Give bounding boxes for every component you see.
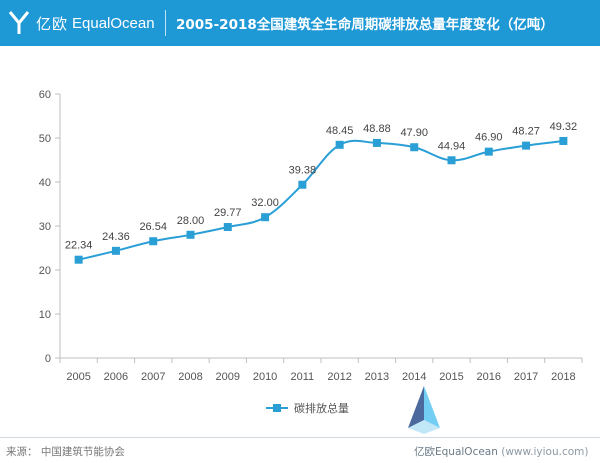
header-divider xyxy=(165,10,166,36)
x-tick-label: 2008 xyxy=(178,371,202,383)
data-point-marker xyxy=(261,213,270,222)
chart-title: 2005-2018全国建筑全生命周期碳排放总量年度变化（亿吨） xyxy=(176,17,554,33)
data-label: 22.34 xyxy=(65,240,93,252)
y-tick-label: 10 xyxy=(39,309,51,321)
y-tick-label: 20 xyxy=(39,265,51,277)
x-tick-label: 2007 xyxy=(141,371,165,383)
x-tick-label: 2010 xyxy=(253,371,277,383)
data-point-marker xyxy=(335,140,344,149)
data-label: 48.45 xyxy=(326,125,354,137)
data-point-marker xyxy=(149,237,158,246)
data-label: 47.90 xyxy=(400,127,428,139)
brand-logo[interactable]: 亿欧 EqualOcean xyxy=(8,9,155,37)
footer-divider xyxy=(0,437,600,438)
watermark-brand: 亿欧EqualOcean xyxy=(414,446,498,458)
data-point-marker xyxy=(522,141,531,150)
watermark-logo-icon xyxy=(408,386,440,434)
data-label: 28.00 xyxy=(177,215,205,227)
x-tick-label: 2005 xyxy=(66,371,90,383)
y-tick-label: 60 xyxy=(39,89,51,101)
x-tick-label: 2016 xyxy=(477,371,501,383)
brand-name-en: EqualOcean xyxy=(72,14,155,32)
x-tick-label: 2015 xyxy=(439,371,463,383)
data-label: 44.94 xyxy=(438,140,466,152)
data-label: 48.27 xyxy=(512,126,540,138)
data-point-marker xyxy=(372,138,381,147)
data-point-marker xyxy=(447,156,456,165)
data-label: 32.00 xyxy=(251,197,279,209)
data-point-marker xyxy=(186,230,195,239)
data-point-marker xyxy=(298,180,307,189)
data-point-marker xyxy=(559,136,568,145)
data-point-marker xyxy=(484,147,493,156)
data-point-marker xyxy=(223,223,232,232)
y-tick-label: 50 xyxy=(39,133,51,145)
data-label: 29.77 xyxy=(214,207,242,219)
x-tick-label: 2012 xyxy=(327,371,351,383)
watermark-url: (www.iyiou.com) xyxy=(501,446,589,458)
x-tick-label: 2014 xyxy=(402,371,426,383)
data-point-marker xyxy=(74,255,83,264)
data-point-marker xyxy=(111,246,120,255)
x-tick-label: 2017 xyxy=(514,371,538,383)
data-label: 26.54 xyxy=(139,221,167,233)
brand-name-cn: 亿欧 xyxy=(36,14,69,33)
x-tick-label: 2009 xyxy=(216,371,240,383)
data-label: 46.90 xyxy=(475,132,503,144)
x-tick-label: 2018 xyxy=(551,371,575,383)
y-tick-label: 30 xyxy=(39,221,51,233)
header-bar: 亿欧 EqualOcean 2005-2018全国建筑全生命周期碳排放总量年度变… xyxy=(0,0,600,46)
watermark-text: 亿欧EqualOcean (www.iyiou.com) xyxy=(414,444,588,459)
data-label: 24.36 xyxy=(102,231,130,243)
legend-label: 碳排放总量 xyxy=(294,401,349,415)
x-tick-label: 2011 xyxy=(291,371,315,383)
brand-logo-icon xyxy=(8,11,30,34)
data-label: 49.32 xyxy=(550,121,578,133)
data-label: 48.88 xyxy=(363,123,391,135)
data-label: 39.38 xyxy=(289,165,317,177)
y-tick-label: 40 xyxy=(39,177,51,189)
x-tick-label: 2013 xyxy=(365,371,389,383)
y-tick-label: 0 xyxy=(45,353,51,365)
line-chart: 0 10 20 30 40 50 60 2005 2006 2007 2008 2009 2010 201… xyxy=(39,89,583,415)
x-tick-label: 2006 xyxy=(104,371,128,383)
data-point-marker xyxy=(410,143,419,152)
source-note: 来源： 中国建筑节能协会 xyxy=(6,446,125,458)
legend-marker xyxy=(273,404,281,412)
